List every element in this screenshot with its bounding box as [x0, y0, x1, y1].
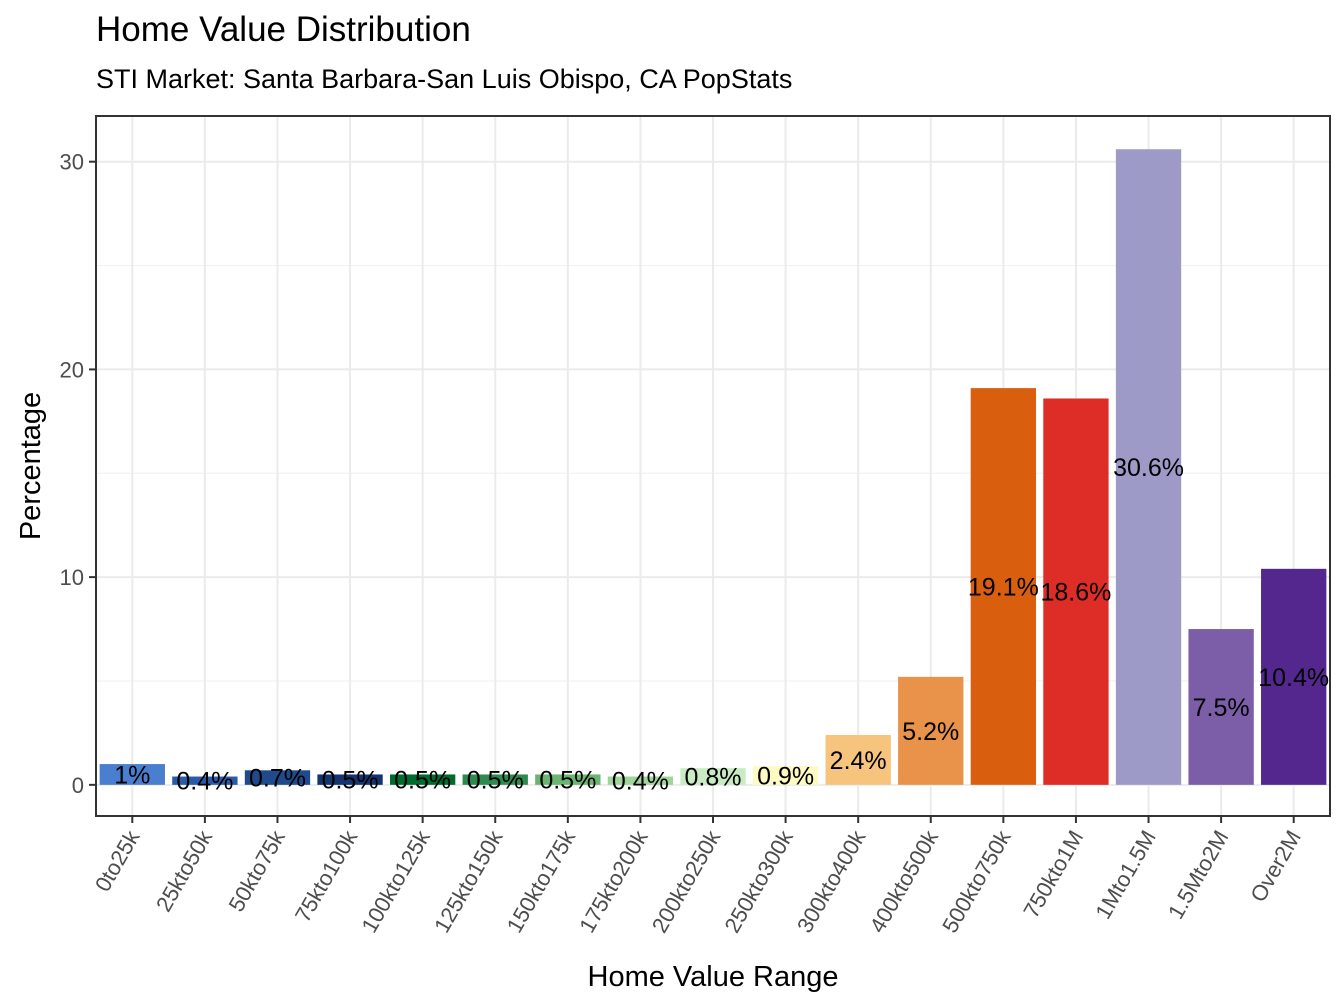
- x-tick-label: Over2M: [1245, 826, 1306, 906]
- bar-100kto125k: [389, 774, 456, 785]
- bars-layer: [99, 149, 1327, 785]
- y-tick-label: 20: [60, 357, 84, 382]
- x-tick-label: 75kto100k: [290, 825, 363, 926]
- x-tick-label: 175kto200k: [574, 825, 653, 937]
- bar-0to25k: [99, 764, 165, 785]
- x-tick-label: 250kto300k: [719, 825, 798, 937]
- data-label: 18.6%: [1040, 579, 1111, 607]
- data-label: 0.5%: [394, 767, 451, 795]
- x-tick-label: 400kto500k: [865, 825, 944, 937]
- x-tick-label: 200kto250k: [647, 825, 726, 937]
- data-label: 0.5%: [322, 767, 379, 795]
- data-label: 0.4%: [612, 768, 669, 796]
- x-tick-label: 25kto50k: [151, 825, 218, 916]
- data-label: 7.5%: [1193, 694, 1250, 722]
- bar-175kto200k: [607, 776, 674, 785]
- data-label: 0.7%: [249, 765, 306, 793]
- bar-25kto50k: [172, 776, 238, 785]
- bar-250kto300k: [752, 766, 819, 785]
- y-axis: 0 10 20 30: [60, 150, 96, 798]
- x-tick-label: 125kto150k: [429, 825, 508, 937]
- x-axis-label: Home Value Range: [588, 961, 839, 993]
- bar-1.5Mto2M: [1188, 629, 1254, 785]
- x-tick-label: 50kto75k: [224, 825, 291, 916]
- data-label: 0.8%: [685, 764, 742, 792]
- data-label: 2.4%: [830, 747, 887, 775]
- data-label: 1%: [114, 761, 150, 789]
- bar-400kto500k: [898, 676, 964, 785]
- data-label: 0.5%: [539, 767, 596, 795]
- x-tick-label: 150kto175k: [502, 825, 581, 937]
- bar-300kto400k: [825, 734, 891, 785]
- y-tick-label: 10: [60, 565, 84, 590]
- x-tick-label: 300kto400k: [792, 825, 871, 937]
- y-tick-label: 0: [72, 773, 84, 798]
- bar-75kto100k: [317, 774, 383, 785]
- bar-150kto175k: [535, 774, 601, 785]
- bar-50kto75k: [244, 770, 311, 785]
- bar-500kto750k: [970, 388, 1037, 785]
- chart-subtitle: STI Market: Santa Barbara-San Luis Obisp…: [96, 64, 793, 94]
- x-axis: 0to25k 25kto50k 50kto75k 75kto100k100kto125…: [90, 816, 1306, 937]
- data-label: 10.4%: [1258, 664, 1329, 692]
- data-label: 0.5%: [467, 767, 524, 795]
- bar-Over2M: [1261, 568, 1327, 785]
- x-tick-label: 1Mto1.5M: [1090, 826, 1161, 923]
- x-tick-label: 500kto750k: [937, 825, 1016, 937]
- data-label: 0.4%: [176, 768, 233, 796]
- y-tick-label: 30: [60, 150, 84, 175]
- x-tick-label: 750kto1M: [1018, 826, 1088, 922]
- bar-200kto250k: [680, 768, 746, 785]
- x-tick-label: 100kto125k: [356, 825, 435, 937]
- data-label: 0.9%: [757, 762, 814, 790]
- data-label: 30.6%: [1113, 454, 1184, 482]
- data-labels-layer: 1% 0.4% 0.7% 0.5% 0.5% 0.5% 0.5% 0.4% 0.8% 0.9% 2.…: [114, 454, 1329, 796]
- bar-125kto150k: [462, 774, 528, 785]
- data-label: 5.2%: [902, 718, 959, 746]
- bar-1Mto1.5M: [1115, 149, 1182, 785]
- x-tick-label: 1.5Mto2M: [1163, 826, 1234, 923]
- chart-title: Home Value Distribution: [96, 10, 471, 49]
- x-tick-label: 0to25k: [90, 825, 145, 896]
- data-label: 19.1%: [968, 573, 1039, 601]
- bar-750kto1M: [1043, 398, 1109, 785]
- y-axis-label: Percentage: [15, 392, 47, 540]
